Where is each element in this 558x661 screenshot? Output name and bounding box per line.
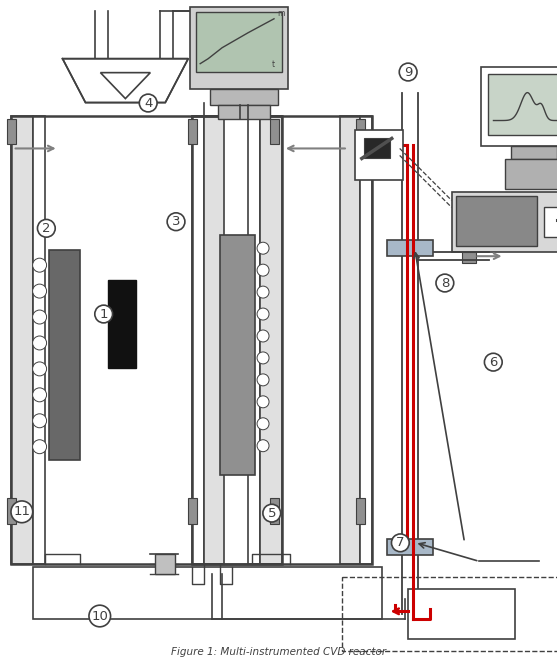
Bar: [7, 118, 16, 145]
Ellipse shape: [257, 352, 269, 364]
Text: 1: 1: [99, 307, 108, 321]
Bar: [210, 89, 278, 104]
Bar: [192, 116, 204, 564]
Bar: [7, 498, 16, 524]
Bar: [451, 192, 558, 253]
Ellipse shape: [257, 396, 269, 408]
Text: 11: 11: [13, 505, 30, 518]
Ellipse shape: [32, 284, 46, 298]
Text: 3: 3: [172, 215, 180, 228]
Ellipse shape: [257, 264, 269, 276]
Bar: [32, 116, 45, 564]
Bar: [248, 116, 260, 564]
Bar: [356, 498, 365, 524]
Bar: [340, 116, 360, 564]
Ellipse shape: [257, 308, 269, 320]
Bar: [155, 555, 175, 574]
Bar: [32, 567, 382, 619]
Bar: [408, 590, 516, 639]
Ellipse shape: [257, 440, 269, 451]
Bar: [11, 116, 32, 564]
Ellipse shape: [32, 362, 46, 376]
Bar: [11, 116, 282, 564]
Ellipse shape: [32, 258, 46, 272]
Bar: [506, 159, 558, 189]
Bar: [355, 130, 403, 180]
Text: 9: 9: [404, 65, 412, 79]
Bar: [260, 116, 282, 564]
Ellipse shape: [257, 374, 269, 386]
Text: 6: 6: [489, 356, 498, 369]
Text: 10: 10: [92, 609, 108, 623]
Bar: [488, 73, 558, 136]
Bar: [545, 208, 558, 237]
Text: 2: 2: [42, 222, 51, 235]
Bar: [218, 104, 270, 118]
Text: 7: 7: [396, 536, 405, 549]
Bar: [108, 280, 136, 368]
Polygon shape: [62, 59, 188, 102]
Bar: [461, 253, 475, 263]
Bar: [342, 578, 558, 651]
Ellipse shape: [257, 242, 269, 254]
Ellipse shape: [32, 388, 46, 402]
Bar: [482, 67, 558, 147]
Bar: [49, 251, 80, 459]
Ellipse shape: [257, 330, 269, 342]
Text: 5: 5: [267, 506, 276, 520]
Text: 8: 8: [441, 276, 449, 290]
Ellipse shape: [32, 440, 46, 453]
Bar: [270, 118, 279, 145]
Ellipse shape: [257, 286, 269, 298]
Bar: [455, 196, 537, 246]
Bar: [360, 116, 372, 564]
Polygon shape: [364, 138, 389, 159]
Bar: [220, 235, 255, 475]
Text: m: m: [277, 9, 285, 18]
Bar: [190, 7, 288, 89]
Bar: [387, 539, 432, 555]
Bar: [188, 498, 197, 524]
Ellipse shape: [32, 336, 46, 350]
Bar: [192, 116, 372, 564]
Bar: [204, 116, 224, 564]
Ellipse shape: [32, 310, 46, 324]
Text: t: t: [272, 59, 275, 69]
Text: 4: 4: [144, 97, 152, 110]
Polygon shape: [100, 73, 150, 98]
Bar: [196, 12, 282, 71]
Bar: [387, 240, 432, 256]
Bar: [270, 498, 279, 524]
Bar: [188, 118, 197, 145]
Ellipse shape: [32, 414, 46, 428]
Text: Figure 1: Multi-instrumented CVD reactor: Figure 1: Multi-instrumented CVD reactor: [171, 647, 387, 657]
Ellipse shape: [257, 418, 269, 430]
Bar: [512, 147, 557, 159]
Bar: [356, 118, 365, 145]
